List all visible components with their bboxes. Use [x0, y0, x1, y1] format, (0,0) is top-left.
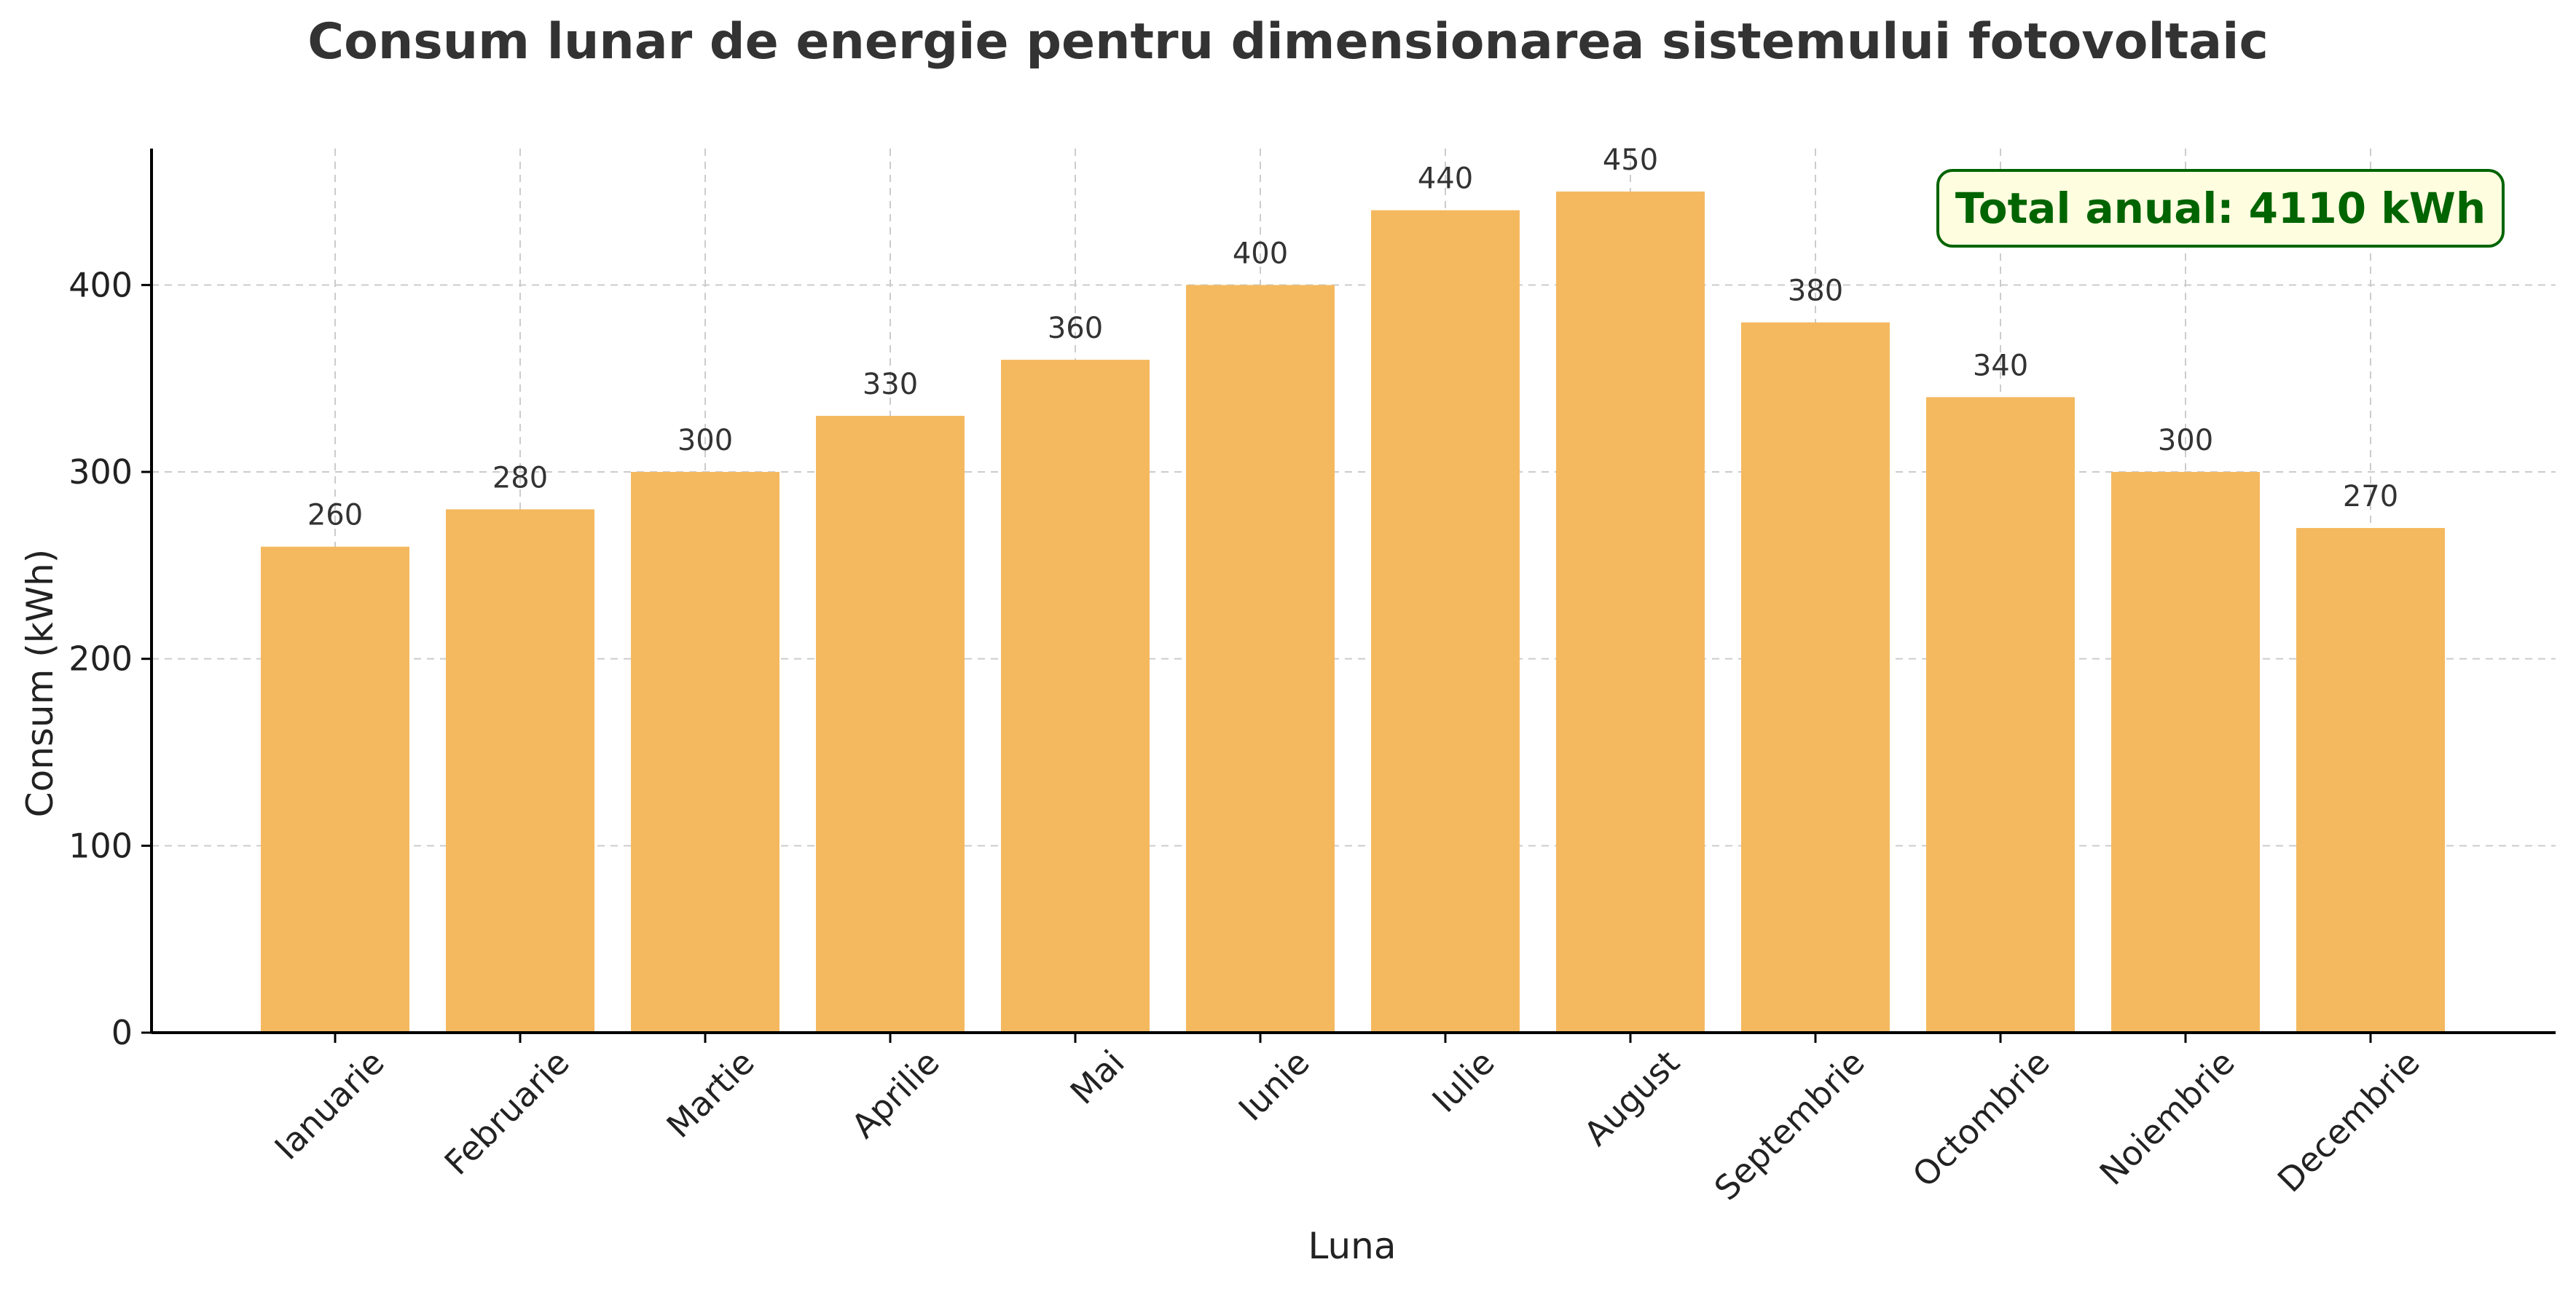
- data-label: 380: [1788, 275, 1843, 308]
- x-tick-label: Decembrie: [2270, 1043, 2427, 1200]
- data-label: 400: [1233, 237, 1288, 270]
- data-label: 270: [2343, 480, 2398, 513]
- axes: [141, 149, 2556, 1043]
- bar: [446, 509, 594, 1033]
- bar: [1001, 360, 1150, 1033]
- y-tick-label: 0: [111, 1013, 133, 1052]
- total-annotation-text: Total anual: 4110 kWh: [1955, 184, 2486, 233]
- bar: [261, 546, 409, 1033]
- data-label: 300: [678, 424, 733, 457]
- data-label: 280: [492, 461, 548, 494]
- y-tick-labels: 0 100 200 300 400: [68, 265, 133, 1052]
- x-tick-label: Februarie: [437, 1043, 577, 1183]
- y-tick-label: 400: [68, 265, 133, 304]
- bar: [1741, 322, 1890, 1033]
- total-annotation: Total anual: 4110 kWh: [1936, 169, 2505, 248]
- data-label: 440: [1418, 162, 1473, 196]
- bar: [1186, 285, 1335, 1033]
- data-label: 260: [307, 499, 363, 532]
- x-tick-label: Octombrie: [1905, 1043, 2057, 1195]
- x-tick-label: Aprilie: [844, 1043, 947, 1146]
- data-label: 360: [1048, 312, 1103, 345]
- x-tick-label: Iunie: [1231, 1043, 1317, 1129]
- data-label: 300: [2158, 424, 2213, 457]
- y-tick-label: 200: [68, 639, 133, 679]
- data-label: 450: [1603, 143, 1658, 177]
- x-tick-labels: Ianuarie Februarie Martie Aprilie Mai Iunie Iu…: [267, 1043, 2427, 1208]
- x-tick-label: August: [1576, 1043, 1687, 1154]
- data-label: 340: [1973, 349, 2028, 382]
- bar: [1926, 397, 2075, 1033]
- x-tick-label: Septembrie: [1707, 1043, 1872, 1208]
- y-axis-label: Consum (kWh): [19, 549, 61, 818]
- bar: [1371, 210, 1520, 1033]
- x-tick-label: Martie: [659, 1043, 761, 1146]
- total-annotation-box: [1936, 169, 2505, 248]
- x-tick-label: Ianuarie: [267, 1043, 391, 1167]
- bar: [2296, 528, 2445, 1033]
- x-tick-label: Iulie: [1424, 1043, 1501, 1120]
- bar: [1556, 192, 1705, 1033]
- x-tick-label: Noiembrie: [2092, 1043, 2242, 1193]
- bars: [261, 192, 2445, 1033]
- data-label: 330: [863, 368, 918, 401]
- bar: [816, 416, 965, 1033]
- data-labels: 260 280 300 330 360 400 440 450 380 340 300 270: [307, 143, 2398, 532]
- bar: [631, 472, 780, 1033]
- x-axis-label: Luna: [1308, 1225, 1397, 1267]
- bar: [2111, 472, 2260, 1033]
- y-tick-label: 100: [68, 826, 133, 865]
- x-tick-label: Mai: [1063, 1043, 1132, 1112]
- y-tick-label: 300: [68, 452, 133, 492]
- chart-title: Consum lunar de energie pentru dimension…: [307, 13, 2269, 71]
